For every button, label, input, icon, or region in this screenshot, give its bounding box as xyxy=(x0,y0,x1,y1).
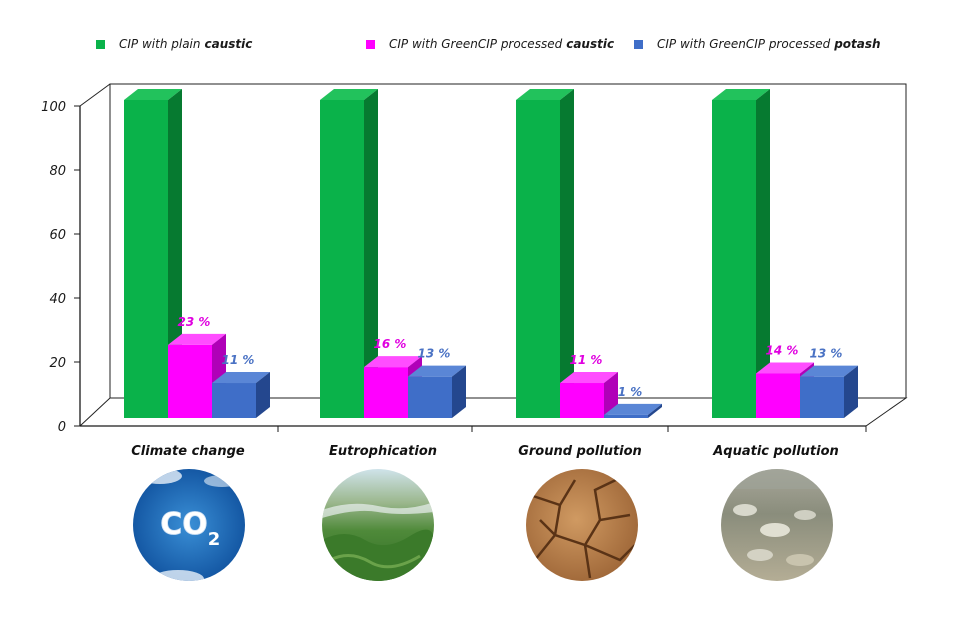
bar xyxy=(560,372,618,418)
bar xyxy=(712,89,770,418)
data-label-group: 23 % 16 % 11 % 14 % 11 % 13 % 1 % 13 % xyxy=(178,315,843,399)
data-label: 11 % xyxy=(222,353,255,367)
bar-side xyxy=(168,89,182,418)
y-axis: 0 20 40 60 80 100 xyxy=(41,100,866,435)
bar-side xyxy=(364,89,378,418)
bar-front xyxy=(408,376,452,418)
legend-swatch xyxy=(366,39,375,49)
data-label: 1 % xyxy=(618,385,643,399)
y-tick-label: 80 xyxy=(49,164,66,179)
bar-top xyxy=(124,89,182,100)
category-label-group: Climate change Eutrophication Ground pollu… xyxy=(131,444,839,459)
y-tick-label: 20 xyxy=(49,356,66,371)
bar xyxy=(212,372,270,418)
bar-top xyxy=(516,89,574,100)
legend-item-plain-caustic: CIP with plain caustic xyxy=(96,34,252,54)
bar-front xyxy=(756,373,800,418)
bar-front xyxy=(516,100,560,418)
bar-front xyxy=(124,100,168,418)
cracked-soil-image xyxy=(526,469,638,581)
green-landscape-image xyxy=(322,469,434,581)
bar-top xyxy=(712,89,770,100)
bar-side xyxy=(256,372,270,418)
category-label: Aquatic pollution xyxy=(712,444,839,459)
category-label: Eutrophication xyxy=(329,444,437,459)
y-tick-label: 40 xyxy=(49,292,66,307)
bar xyxy=(320,89,378,418)
category-label: Ground pollution xyxy=(518,444,642,459)
bar-side xyxy=(604,372,618,418)
y-tick-label: 60 xyxy=(49,228,66,243)
category-label: Climate change xyxy=(131,444,245,459)
bar-front xyxy=(212,383,256,418)
bar-top xyxy=(604,403,662,415)
bar xyxy=(408,365,466,418)
top-left-edge xyxy=(79,83,111,107)
bar xyxy=(604,403,662,418)
bar-front xyxy=(168,344,212,418)
y-tick-label: 0 xyxy=(58,420,66,435)
legend-text: CIP with GreenCIP processed xyxy=(389,37,563,51)
y-tick-label: 100 xyxy=(41,100,66,115)
bar-top xyxy=(320,89,378,100)
co2-subscript: 2 xyxy=(208,529,221,550)
bar-top xyxy=(168,333,226,345)
bar-front xyxy=(604,414,648,418)
bar xyxy=(124,89,182,418)
bar-front xyxy=(364,367,408,418)
bar-side xyxy=(844,365,858,418)
legend-bold: potash xyxy=(834,37,881,51)
co2-sky-image: CO 2 xyxy=(133,469,245,581)
legend-item-greencip-potash: CIP with GreenCIP processed potash xyxy=(634,34,881,54)
bar-front xyxy=(560,383,604,418)
legend-item-greencip-caustic: CIP with GreenCIP processed caustic xyxy=(366,34,614,54)
data-label: 11 % xyxy=(570,353,603,367)
bar-top xyxy=(364,356,422,368)
data-label: 13 % xyxy=(810,347,843,361)
bar-group xyxy=(124,89,858,418)
bar-side xyxy=(756,89,770,418)
bar-side xyxy=(560,89,574,418)
data-label: 14 % xyxy=(766,343,799,357)
bar-side xyxy=(648,403,662,418)
legend-bold: caustic xyxy=(566,37,615,51)
bar xyxy=(516,89,574,418)
data-label: 13 % xyxy=(418,347,451,361)
bar-top xyxy=(800,365,858,377)
bar-front xyxy=(800,376,844,418)
legend-text: CIP with plain xyxy=(119,37,201,51)
polluted-water-image xyxy=(721,469,833,581)
bar-top xyxy=(212,372,270,384)
bar-top xyxy=(756,362,814,374)
bar-side xyxy=(452,365,466,418)
legend-bold: caustic xyxy=(204,37,253,51)
co2-text: CO xyxy=(160,507,208,542)
bar-top xyxy=(560,372,618,384)
legend-text: CIP with GreenCIP processed xyxy=(657,37,831,51)
bar xyxy=(800,365,858,418)
bar-front xyxy=(320,100,364,418)
legend-swatch xyxy=(634,39,643,49)
data-label: 23 % xyxy=(178,315,211,329)
bar-top xyxy=(408,365,466,377)
data-label: 16 % xyxy=(374,337,407,351)
bar-front xyxy=(712,100,756,418)
legend-swatch xyxy=(96,39,105,49)
